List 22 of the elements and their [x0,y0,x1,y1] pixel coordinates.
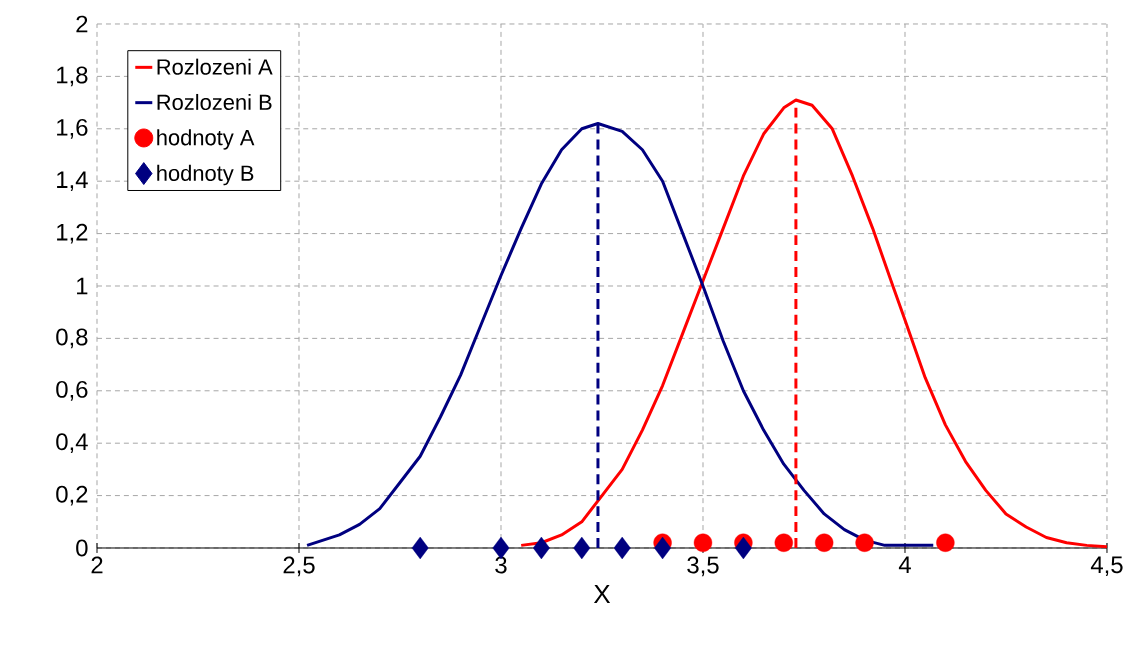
y-tick-label: 0,6 [56,380,88,401]
x-axis-title: X [593,585,611,603]
legend-label: hodnoty B [157,164,254,186]
y-tick-label: 0,8 [56,328,88,349]
x-tick-label: 3 [495,556,507,574]
legend-label: Rozlozeni B [157,93,272,111]
y-tick-label: 1 [77,277,88,295]
x-tick-label: 2 [91,556,103,574]
y-tick-label: 0,2 [56,485,88,506]
y-tick-label: 0 [76,539,88,557]
y-tick-label: 1,8 [57,66,88,87]
y-tick-label: 1,6 [57,118,88,139]
legend-label: Rozlozeni A [157,58,273,75]
legend-label: hodnoty A [157,129,255,150]
x-tick-label: 2,5 [283,556,315,577]
x-tick-label: 4,5 [1090,556,1123,576]
y-tick-label: 2 [76,15,88,33]
x-tick-label: 4 [898,556,911,573]
y-tick-label: 0,4 [56,433,88,454]
y-tick-label: 1,4 [57,171,88,191]
y-tick-label: 1,2 [57,223,88,244]
x-tick-label: 3,5 [687,556,719,577]
